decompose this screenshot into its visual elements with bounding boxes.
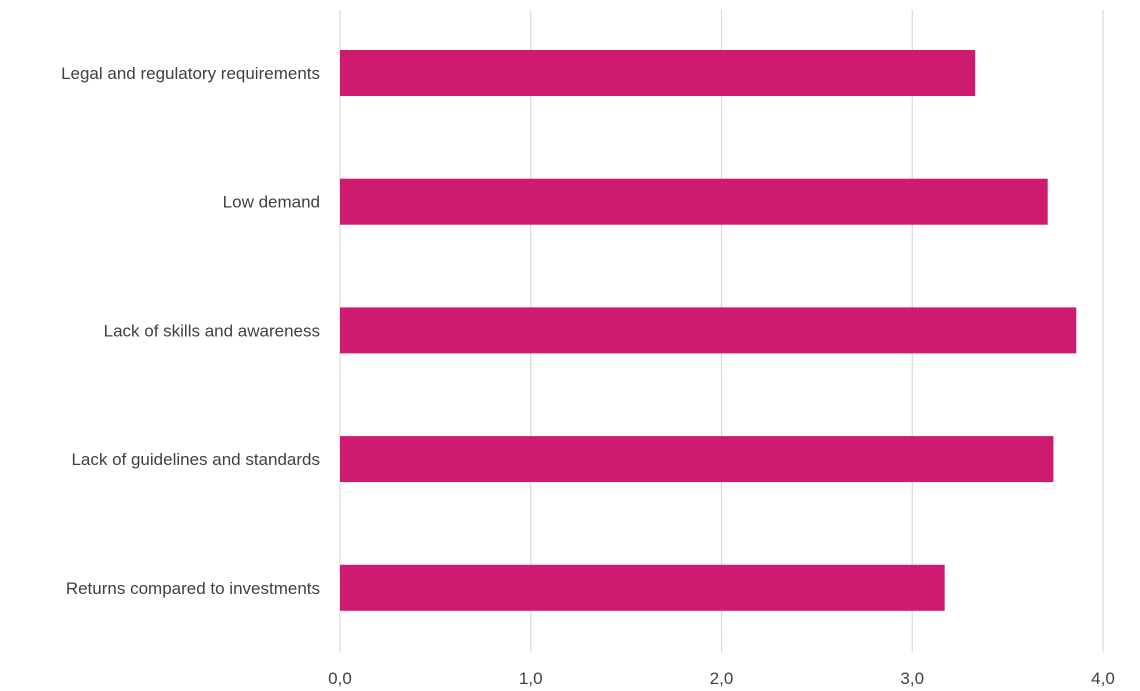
category-labels: Legal and regulatory requirements Low dem…	[61, 64, 320, 598]
x-tick-label: 4,0	[1091, 669, 1115, 688]
bar	[340, 50, 976, 96]
x-tick-label: 2,0	[710, 669, 734, 688]
category-label: Lack of skills and awareness	[104, 321, 320, 340]
bar	[340, 564, 945, 611]
category-label: Returns compared to investments	[66, 579, 320, 598]
category-label: Low demand	[223, 193, 320, 212]
bars	[340, 50, 1077, 611]
bar	[340, 307, 1077, 354]
category-label: Lack of guidelines and standards	[71, 450, 320, 469]
x-tick-labels: 0,0 1,0 2,0 3,0 4,0	[328, 669, 1115, 688]
x-tick-label: 0,0	[328, 669, 352, 688]
x-tick-label: 3,0	[900, 669, 924, 688]
bar	[340, 178, 1048, 225]
category-label: Legal and regulatory requirements	[61, 64, 320, 83]
bar	[340, 436, 1054, 483]
x-tick-label: 1,0	[519, 669, 543, 688]
